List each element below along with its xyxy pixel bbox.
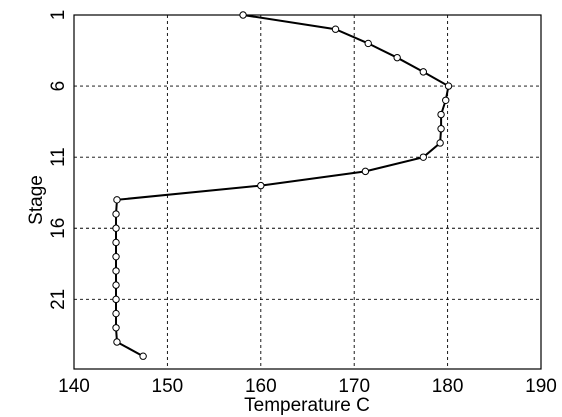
data-point-marker — [436, 139, 444, 147]
data-point-marker — [419, 153, 428, 161]
data-point-marker — [112, 210, 120, 218]
data-point-marker — [437, 110, 445, 119]
x-tick-label: 190 — [525, 376, 557, 397]
x-tick-label: 150 — [152, 376, 184, 397]
data-point-marker — [444, 82, 453, 90]
x-tick-label: 170 — [338, 376, 370, 397]
y-axis-label: Stage — [26, 175, 47, 225]
x-axis-label: Temperature C — [244, 395, 370, 416]
x-tick-label: 160 — [245, 376, 277, 397]
data-point-marker — [112, 309, 120, 318]
data-point-marker — [393, 53, 401, 62]
data-point-marker — [139, 352, 147, 360]
plot-frame — [73, 14, 542, 370]
series-layer — [112, 11, 453, 360]
temperature-series-line — [115, 14, 450, 358]
y-tick-label: 16 — [48, 218, 69, 239]
data-point-marker — [331, 25, 340, 33]
data-point-marker — [419, 68, 428, 76]
data-point-marker — [112, 281, 120, 289]
y-tick-label: 1 — [48, 10, 69, 21]
data-point-marker — [239, 11, 247, 19]
data-point-marker — [112, 267, 120, 275]
grid-lines — [74, 15, 541, 369]
data-point-marker — [442, 96, 450, 105]
data-point-marker — [112, 295, 120, 304]
data-point-marker — [112, 324, 120, 332]
y-tick-label: 11 — [48, 147, 69, 167]
data-point-marker — [437, 125, 445, 133]
data-point-marker — [112, 224, 120, 232]
x-tick-label: 180 — [432, 376, 464, 397]
x-tick-label: 140 — [58, 376, 90, 397]
data-point-marker — [113, 196, 121, 204]
y-tick-label: 6 — [48, 81, 69, 92]
data-point-marker — [113, 338, 121, 346]
data-point-marker — [112, 238, 120, 247]
data-point-marker — [361, 167, 370, 176]
y-tick-label: 21 — [48, 289, 69, 310]
data-point-marker — [364, 39, 372, 48]
x-axis-ticks: 140 150 160 170 180 190 — [58, 376, 557, 397]
data-point-marker — [257, 181, 265, 190]
data-point-marker — [112, 252, 120, 261]
